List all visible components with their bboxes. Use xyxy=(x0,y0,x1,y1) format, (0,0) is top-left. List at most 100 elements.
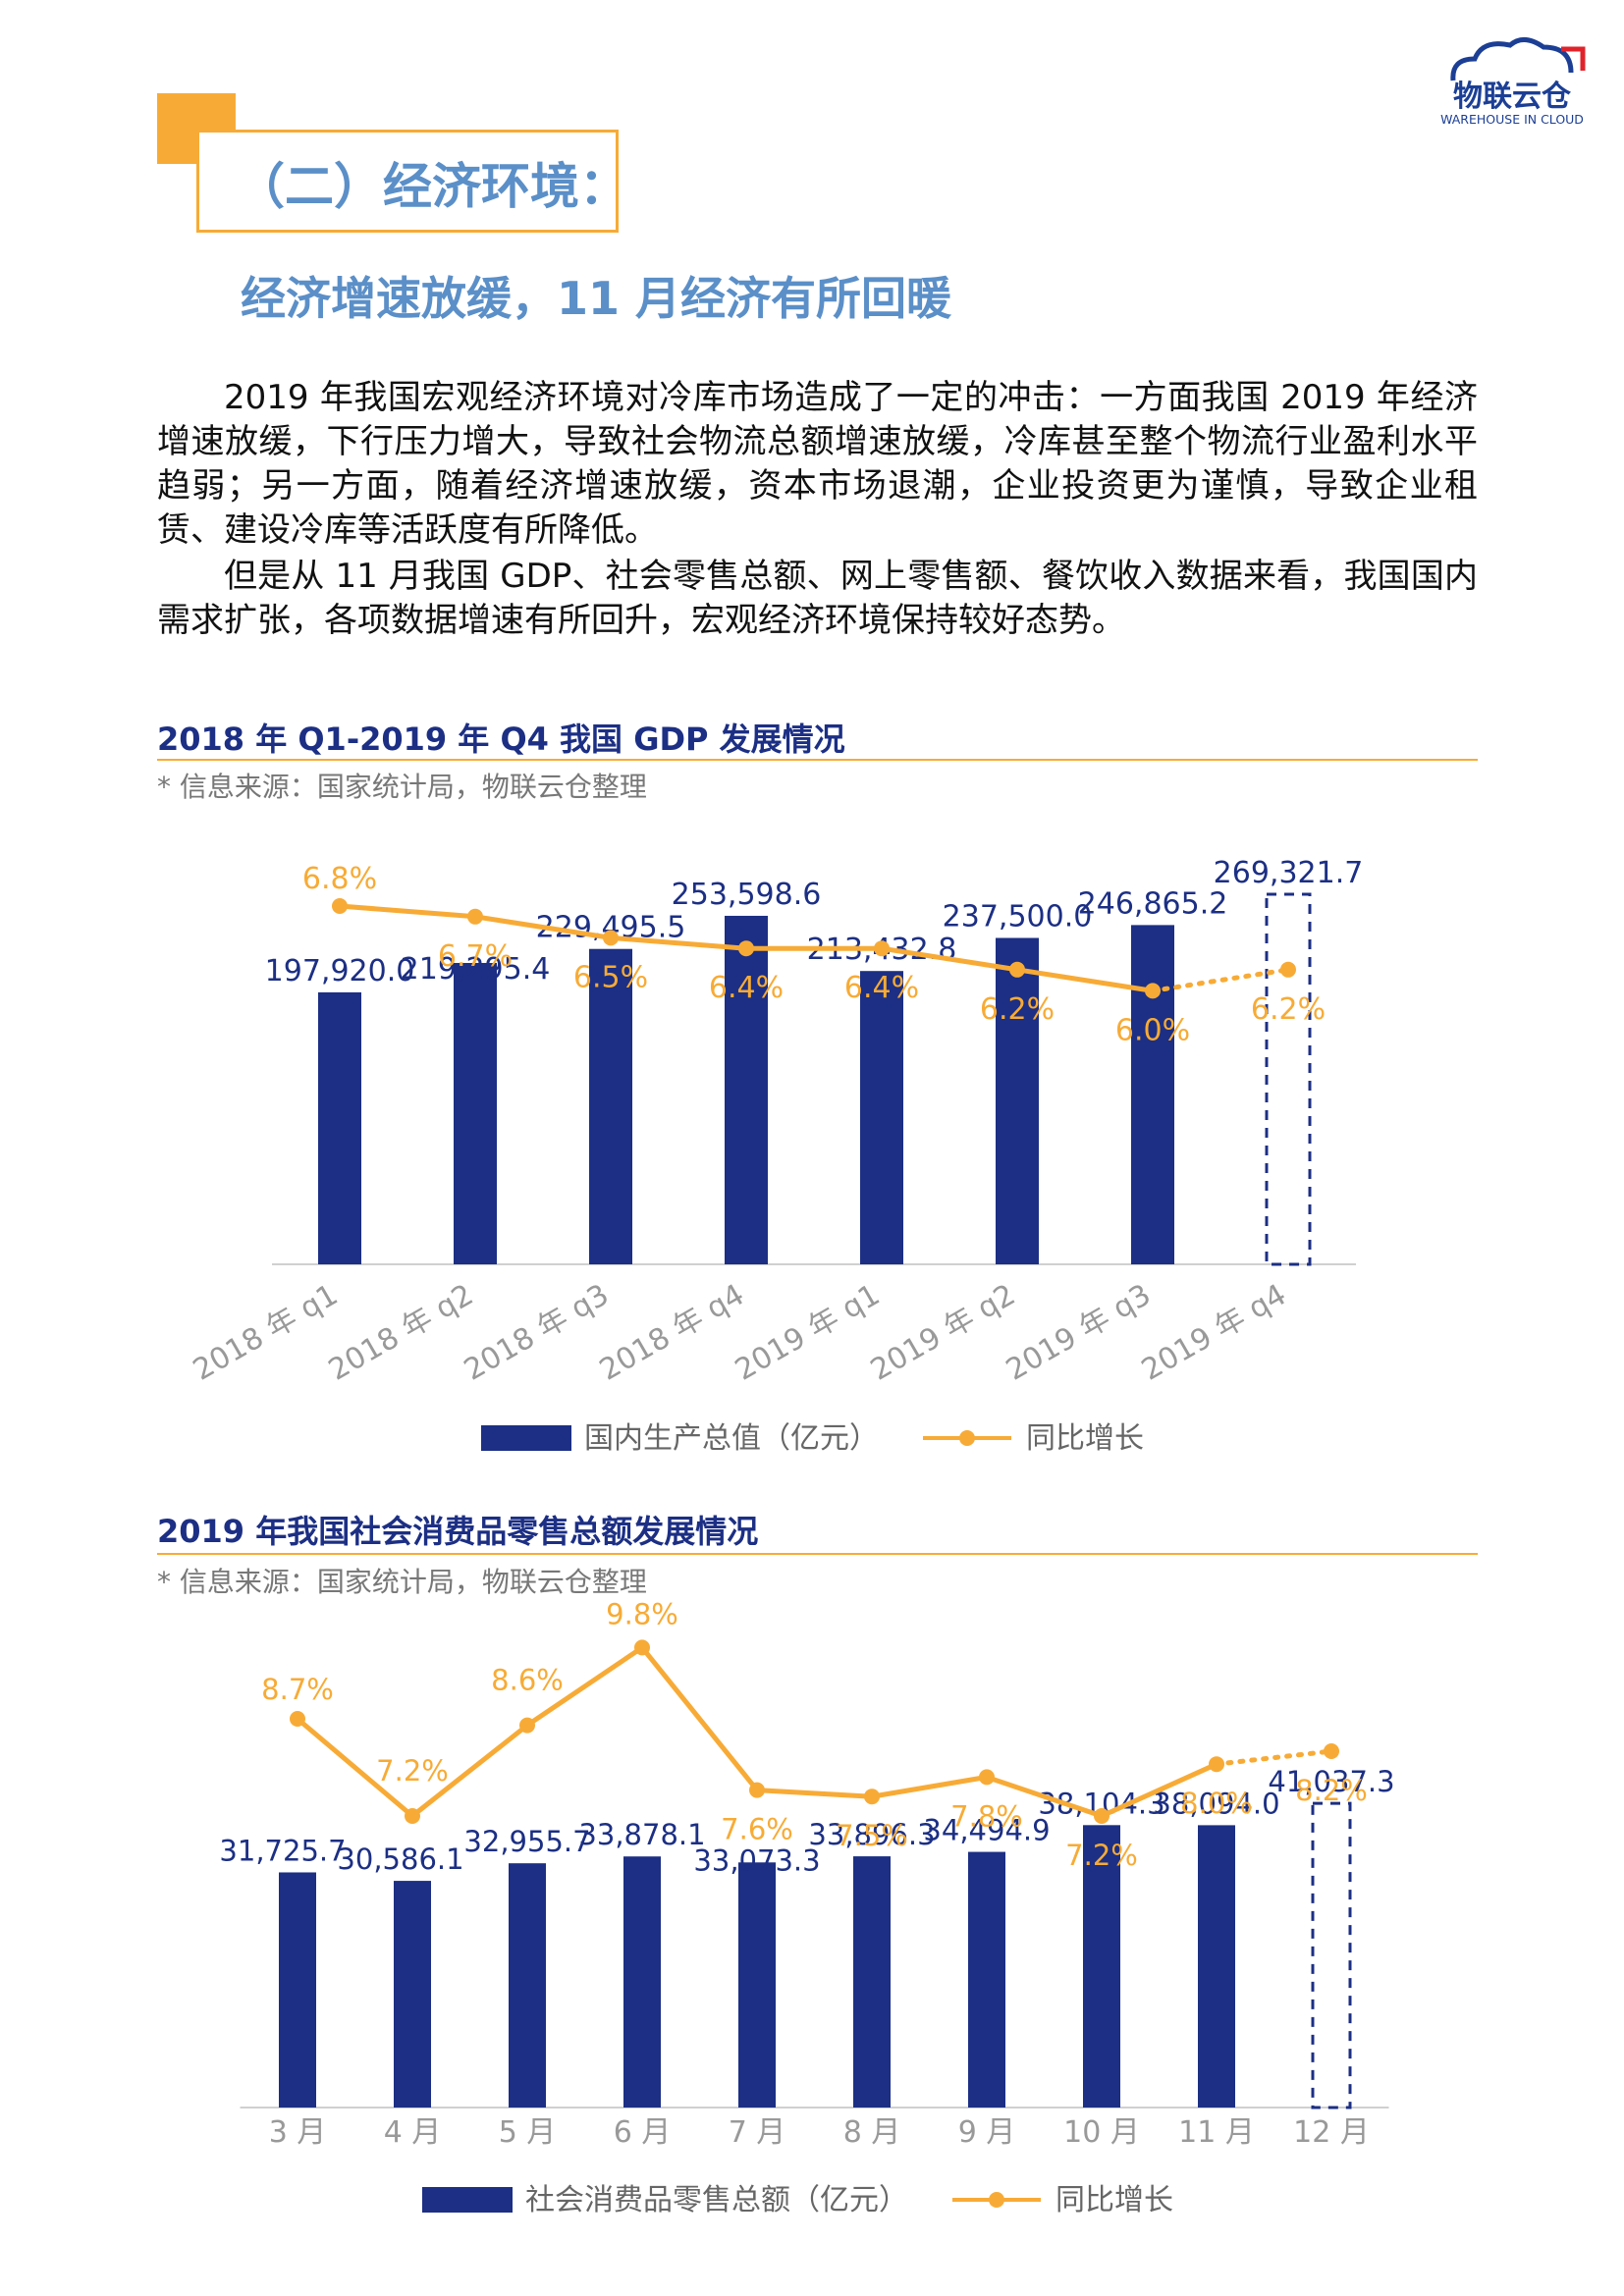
growth-value-label: 7.6% xyxy=(721,1813,793,1846)
growth-value-label: 8.0% xyxy=(1180,1787,1253,1820)
growth-value-label: 7.8% xyxy=(950,1799,1023,1833)
x-tick-label: 4 月 xyxy=(384,2115,442,2150)
logo-tagline: WAREHOUSE IN CLOUD xyxy=(1440,112,1584,127)
growth-point xyxy=(979,1769,995,1786)
growth-point xyxy=(1280,961,1296,978)
chart-2-source: * 信息来源：国家统计局，物联云仓整理 xyxy=(157,1566,647,1598)
body-paragraph-2: 但是从 11 月我国 GDP、社会零售总额、网上零售额、餐饮收入数据来看，我国国… xyxy=(157,557,1478,640)
bar-value-label: 33,878.1 xyxy=(578,1818,705,1851)
growth-value-label: 6.8% xyxy=(302,862,377,896)
data-bar xyxy=(589,948,632,1264)
growth-value-label: 6.4% xyxy=(709,971,784,1005)
data-bar xyxy=(968,1851,1005,2108)
growth-point xyxy=(1209,1756,1224,1773)
growth-line-projected xyxy=(1150,967,1291,993)
data-bar xyxy=(318,991,361,1264)
logo-name: 物联云仓 xyxy=(1453,80,1572,114)
growth-value-label: 6.0% xyxy=(1115,1013,1190,1047)
data-bar xyxy=(738,1862,776,2108)
growth-value-label: 7.5% xyxy=(836,1819,908,1852)
bar-value-label: 237,500.0 xyxy=(943,900,1093,934)
growth-value-label: 8.6% xyxy=(491,1664,564,1697)
x-tick-label: 9 月 xyxy=(958,2115,1016,2150)
growth-value-label: 9.8% xyxy=(606,1600,678,1630)
legend-bar-swatch xyxy=(422,2187,513,2213)
x-tick-label: 2018 年 q4 xyxy=(594,1278,750,1388)
legend-line-label: 同比增长 xyxy=(1026,1421,1144,1456)
growth-value-label: 8.2% xyxy=(1295,1774,1368,1807)
x-tick-label: 2018 年 q2 xyxy=(323,1278,479,1388)
growth-point xyxy=(749,1782,765,1798)
legend-line-marker xyxy=(989,2192,1004,2208)
data-bar xyxy=(279,1872,316,2108)
data-bar xyxy=(1083,1825,1120,2108)
projected-bar xyxy=(1311,1801,1352,2109)
growth-point xyxy=(332,898,348,914)
chart-1-source: * 信息来源：国家统计局，物联云仓整理 xyxy=(157,771,647,803)
growth-value-label: 6.2% xyxy=(980,992,1055,1027)
chart-1-legend: 国内生产总值（亿元） 同比增长 xyxy=(481,1421,1144,1456)
bar-value-label: 31,725.7 xyxy=(219,1834,346,1867)
x-tick-label: 5 月 xyxy=(499,2115,557,2150)
legend-bar-label: 社会消费品零售总额（亿元） xyxy=(525,2183,908,2217)
data-bar xyxy=(725,915,768,1264)
x-tick-label: 2018 年 q1 xyxy=(188,1278,344,1388)
growth-value-label: 8.7% xyxy=(261,1673,334,1706)
growth-point xyxy=(603,930,619,946)
chart-1-title-rule xyxy=(157,759,1478,761)
x-tick-label: 2018 年 q3 xyxy=(459,1278,615,1388)
bar-value-label: 219,295.4 xyxy=(401,952,551,987)
data-bar xyxy=(394,1881,431,2108)
legend-line-label: 同比增长 xyxy=(1056,2183,1173,2217)
data-bar xyxy=(623,1856,661,2108)
data-bar xyxy=(454,962,497,1264)
section-title-box xyxy=(196,130,619,233)
data-bar xyxy=(509,1863,546,2108)
x-tick-label: 2019 年 q1 xyxy=(730,1278,886,1388)
x-tick-label: 3 月 xyxy=(269,2115,327,2150)
growth-point xyxy=(467,908,483,925)
gdp-chart: 197,920.0219,295.4229,495.5253,598.6213,… xyxy=(188,856,1364,1456)
bar-value-label: 197,920.0 xyxy=(265,954,415,988)
growth-point xyxy=(1009,961,1025,978)
data-bar xyxy=(1131,925,1174,1264)
x-tick-label: 11 月 xyxy=(1178,2115,1255,2150)
growth-value-label: 6.4% xyxy=(844,971,919,1005)
data-bar xyxy=(996,937,1039,1264)
section-subtitle: 经济增速放缓，11 月经济有所回暖 xyxy=(241,272,952,325)
chart-2-title: 2019 年我国社会消费品零售总额发展情况 xyxy=(157,1513,759,1550)
data-bar xyxy=(853,1856,891,2108)
growth-point xyxy=(738,940,754,957)
cloud-icon xyxy=(1450,37,1574,81)
growth-value-label: 6.5% xyxy=(573,960,648,994)
growth-point xyxy=(290,1711,305,1727)
x-tick-label: 2019 年 q3 xyxy=(1001,1278,1157,1388)
bar-value-label: 246,865.2 xyxy=(1078,886,1228,921)
bar-value-label: 253,598.6 xyxy=(672,878,822,912)
bar-value-label: 41,037.3 xyxy=(1268,1765,1394,1798)
bar-value-label: 33,896.3 xyxy=(808,1818,935,1851)
chart-1-title: 2018 年 Q1-2019 年 Q4 我国 GDP 发展情况 xyxy=(157,721,845,758)
growth-point xyxy=(519,1717,535,1734)
chart-2-title-rule xyxy=(157,1553,1478,1555)
x-tick-label: 10 月 xyxy=(1063,2115,1140,2150)
growth-value-label: 6.2% xyxy=(1251,992,1326,1027)
x-tick-label: 2019 年 q4 xyxy=(1136,1278,1292,1388)
bar-value-label: 32,955.7 xyxy=(463,1825,590,1858)
legend-bar-swatch xyxy=(481,1425,571,1451)
growth-line-projected xyxy=(1214,1748,1334,1767)
x-tick-label: 2019 年 q2 xyxy=(865,1278,1021,1388)
chart-2-legend: 社会消费品零售总额（亿元） 同比增长 xyxy=(422,2183,1173,2217)
growth-point xyxy=(1145,983,1161,999)
bar-value-label: 38,094.0 xyxy=(1153,1787,1279,1820)
bar-value-label: 34,494.9 xyxy=(923,1814,1050,1847)
growth-value-label: 7.2% xyxy=(376,1754,449,1788)
company-logo: 物联云仓 WAREHOUSE IN CLOUD xyxy=(1440,37,1586,127)
bar-value-label: 269,321.7 xyxy=(1214,856,1364,890)
growth-point xyxy=(864,1789,880,1805)
arrow-icon xyxy=(1561,46,1586,71)
bar-value-label: 30,586.1 xyxy=(337,1842,463,1876)
growth-value-label: 6.7% xyxy=(438,939,513,974)
section-title: （二）经济环境： xyxy=(236,158,628,215)
growth-point xyxy=(874,940,890,957)
